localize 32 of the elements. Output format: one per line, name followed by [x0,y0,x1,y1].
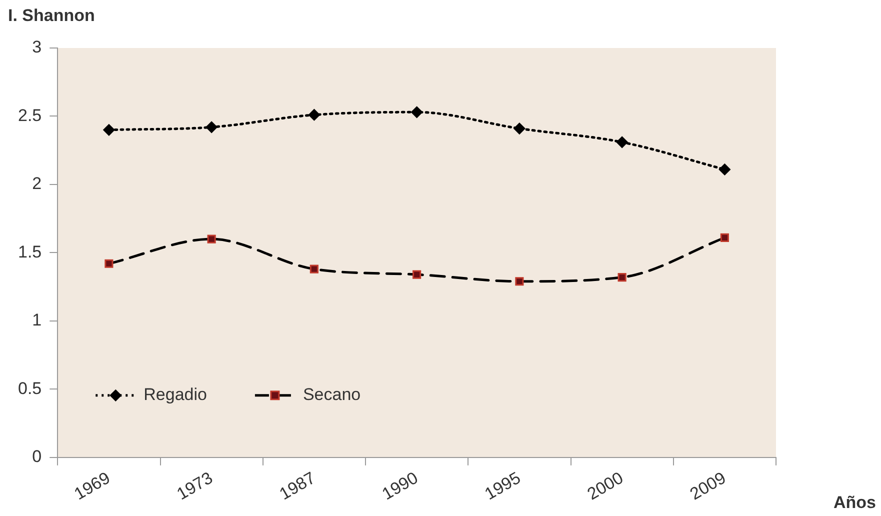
point [308,109,320,121]
point [718,164,730,176]
y-tick-label: 1 [32,310,42,330]
x-tick-label: 1987 [276,468,319,504]
x-tick-label: 1973 [174,468,216,504]
y-tick-label: 1.5 [18,242,42,262]
y-tick-label: 0.5 [18,378,42,398]
point [207,234,216,244]
point [618,272,626,282]
point [206,121,218,133]
legend-label: Regadio [144,385,207,404]
y-tick-label: 3 [32,38,42,57]
x-tick-label: 1969 [71,468,114,504]
point [411,106,423,118]
point [104,259,114,268]
x-axis-title: Años [834,493,876,512]
point [720,233,729,242]
y-tick-label: 2.5 [18,106,42,125]
legend-label: Secano [302,385,361,404]
point [103,124,115,136]
point [515,277,524,286]
point [514,122,526,134]
point [412,270,422,279]
x-tick-label: 2000 [584,468,626,504]
x-tick-label: 1995 [482,468,524,504]
y-tick-label: 0 [32,447,42,466]
point [616,136,628,148]
y-tick-label: 2 [32,174,42,194]
x-tick-label: 1990 [378,468,422,504]
x-tick-label: 2009 [686,468,730,504]
y-axis-title: I. Shannon [8,6,95,26]
point [310,264,318,274]
